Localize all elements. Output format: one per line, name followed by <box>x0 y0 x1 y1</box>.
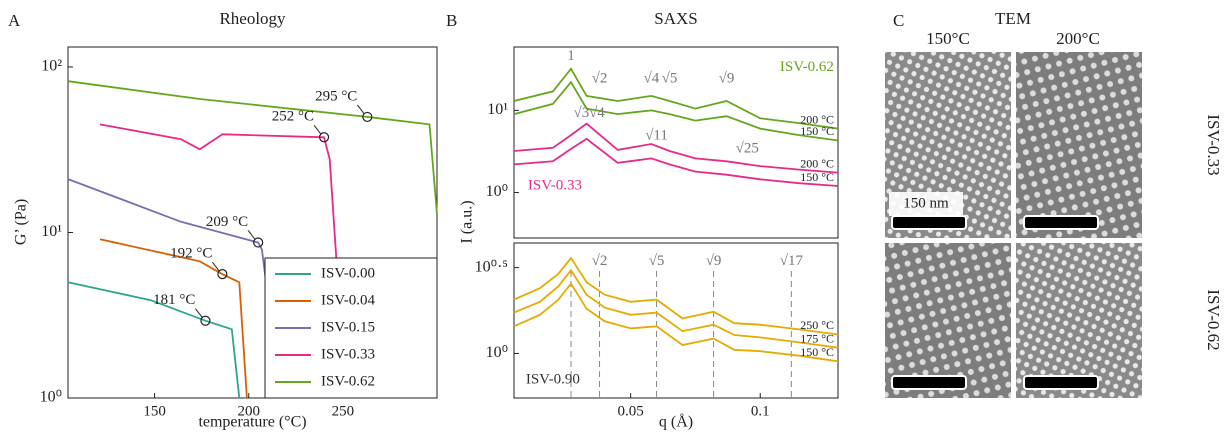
annotation: √2 <box>592 253 608 269</box>
y-tick-label: 10⁰·⁵ <box>475 258 508 275</box>
annotation: 209 °C <box>206 214 248 230</box>
annotation-marker <box>217 269 228 280</box>
x-tick-label: 200 <box>237 403 260 419</box>
annotation-marker <box>253 237 264 248</box>
series-line <box>99 123 339 272</box>
series-line <box>99 238 248 399</box>
chart-title: Rheology <box>219 9 286 28</box>
legend-label: ISV-0.62 <box>321 373 375 389</box>
annotation: √9 <box>719 71 735 87</box>
annotation-marker <box>200 315 211 326</box>
scale-bar <box>891 375 967 390</box>
annotation-leader <box>195 308 203 319</box>
annotation: 1 <box>567 48 575 64</box>
y-tick-label: 10⁰ <box>40 389 62 406</box>
series-line <box>513 122 839 174</box>
y-axis-label: I (a.u.) <box>459 200 476 243</box>
x-axis-label: temperature (°C) <box>198 414 306 431</box>
plot-frame <box>67 46 438 399</box>
series-label: 250 °C <box>800 318 834 332</box>
annotation: 181 °C <box>153 292 195 308</box>
panel-letter: A <box>8 11 21 30</box>
column-label: 150°C <box>926 29 970 48</box>
legend-label: ISV-0.15 <box>321 319 375 335</box>
y-tick-label: 10² <box>41 58 62 75</box>
annotation: 192 °C <box>170 246 212 262</box>
series-line <box>67 80 438 215</box>
series-label: 200 °C <box>800 156 834 170</box>
series-label: 150 °C <box>800 124 834 138</box>
y-tick-label: 10⁰ <box>486 344 508 361</box>
y-axis-label: G’ (Pa) <box>13 199 30 245</box>
annotation: √2 <box>592 71 608 87</box>
row-label: ISV-0.62 <box>1204 289 1223 350</box>
legend-label: ISV-0.00 <box>321 265 375 281</box>
scale-label-bg <box>889 192 963 216</box>
scale-bar <box>891 215 967 230</box>
plot-frame <box>513 46 839 239</box>
x-tick-label: 250 <box>332 403 355 419</box>
annotation: 252 °C <box>272 109 314 125</box>
series-line <box>67 178 267 280</box>
legend-label: ISV-0.04 <box>321 292 376 308</box>
plot-frame <box>513 242 839 399</box>
series-label: 150 °C <box>800 170 834 184</box>
series-line <box>513 282 839 363</box>
annotation: √9 <box>706 253 722 269</box>
series-label: 175 °C <box>800 331 834 345</box>
tem-title: TEM <box>995 9 1031 28</box>
row-label: ISV-0.33 <box>1204 114 1223 175</box>
column-label: 200°C <box>1056 29 1100 48</box>
chart-title: SAXS <box>654 9 697 28</box>
x-tick-label: 0.1 <box>751 403 770 419</box>
scale-bar <box>1023 375 1099 390</box>
annotation: ISV-0.62 <box>780 59 834 75</box>
series-line <box>513 256 839 336</box>
x-tick-label: 0.05 <box>618 403 644 419</box>
panel-letter: C <box>893 11 904 30</box>
annotation: √17 <box>780 253 804 269</box>
annotation-leader <box>247 230 256 240</box>
annotation: ISV-0.33 <box>528 177 582 193</box>
tem-image <box>1016 52 1142 238</box>
series-label: 150 °C <box>800 345 834 359</box>
annotation: √5 <box>662 71 678 87</box>
annotation-leader <box>313 124 322 135</box>
annotation-leader <box>356 104 365 115</box>
scale-bar <box>1023 215 1099 230</box>
annotation-leader <box>211 261 220 272</box>
panel-letter: B <box>446 11 457 30</box>
series-line <box>513 80 839 142</box>
y-tick-label: 10⁰ <box>486 183 508 200</box>
x-tick-label: 150 <box>143 403 166 419</box>
series-line <box>513 268 839 349</box>
x-axis-label: q (Å) <box>659 413 693 431</box>
y-tick-label: 10¹ <box>487 101 508 118</box>
scale-bar-label: 150 nm <box>903 195 949 211</box>
tem-image <box>1016 243 1142 398</box>
annotation: √25 <box>736 140 759 156</box>
annotation: 295 °C <box>315 88 357 104</box>
annotation: ISV-0.90 <box>526 371 580 387</box>
series-label: 200 °C <box>800 112 834 126</box>
tem-image <box>885 243 1011 398</box>
annotation: √11 <box>645 127 668 143</box>
series-line <box>513 67 839 130</box>
annotation-marker <box>362 111 373 123</box>
annotation: √4 <box>589 105 605 121</box>
tem-panel: C TEM 150°C 200°C ISV-0.33 ISV-0.62 150 … <box>885 9 1223 398</box>
annotation: √4 <box>644 71 660 87</box>
series-line <box>67 281 241 399</box>
annotation: √3 <box>574 105 590 121</box>
y-tick-label: 10¹ <box>41 223 62 240</box>
annotation-marker <box>318 132 330 143</box>
annotation: √5 <box>649 253 665 269</box>
legend-label: ISV-0.33 <box>321 346 375 362</box>
series-line <box>513 137 839 187</box>
